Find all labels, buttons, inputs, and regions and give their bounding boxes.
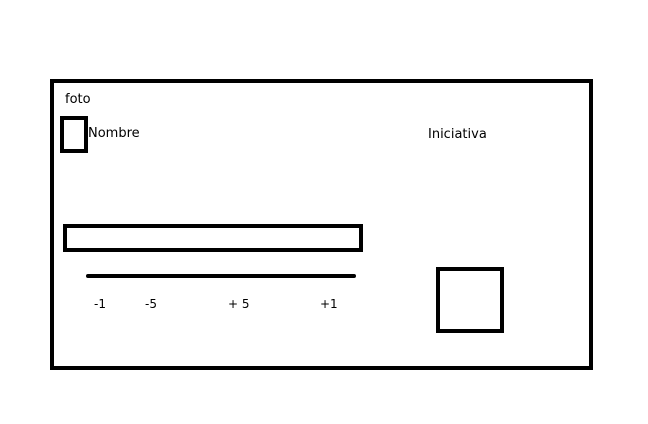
- photo-placeholder[interactable]: [60, 116, 88, 153]
- modifier-slider-track[interactable]: [86, 274, 356, 278]
- initiative-box[interactable]: [436, 267, 504, 333]
- photo-label: foto: [65, 92, 91, 107]
- slider-tick-label: +1: [320, 297, 338, 311]
- slider-tick-label: -5: [145, 297, 157, 311]
- slider-tick-label: + 5: [228, 297, 250, 311]
- name-label: Nombre: [88, 126, 140, 141]
- slider-tick-label: -1: [94, 297, 106, 311]
- stat-bar-field[interactable]: [63, 224, 363, 252]
- initiative-label: Iniciativa: [428, 127, 487, 142]
